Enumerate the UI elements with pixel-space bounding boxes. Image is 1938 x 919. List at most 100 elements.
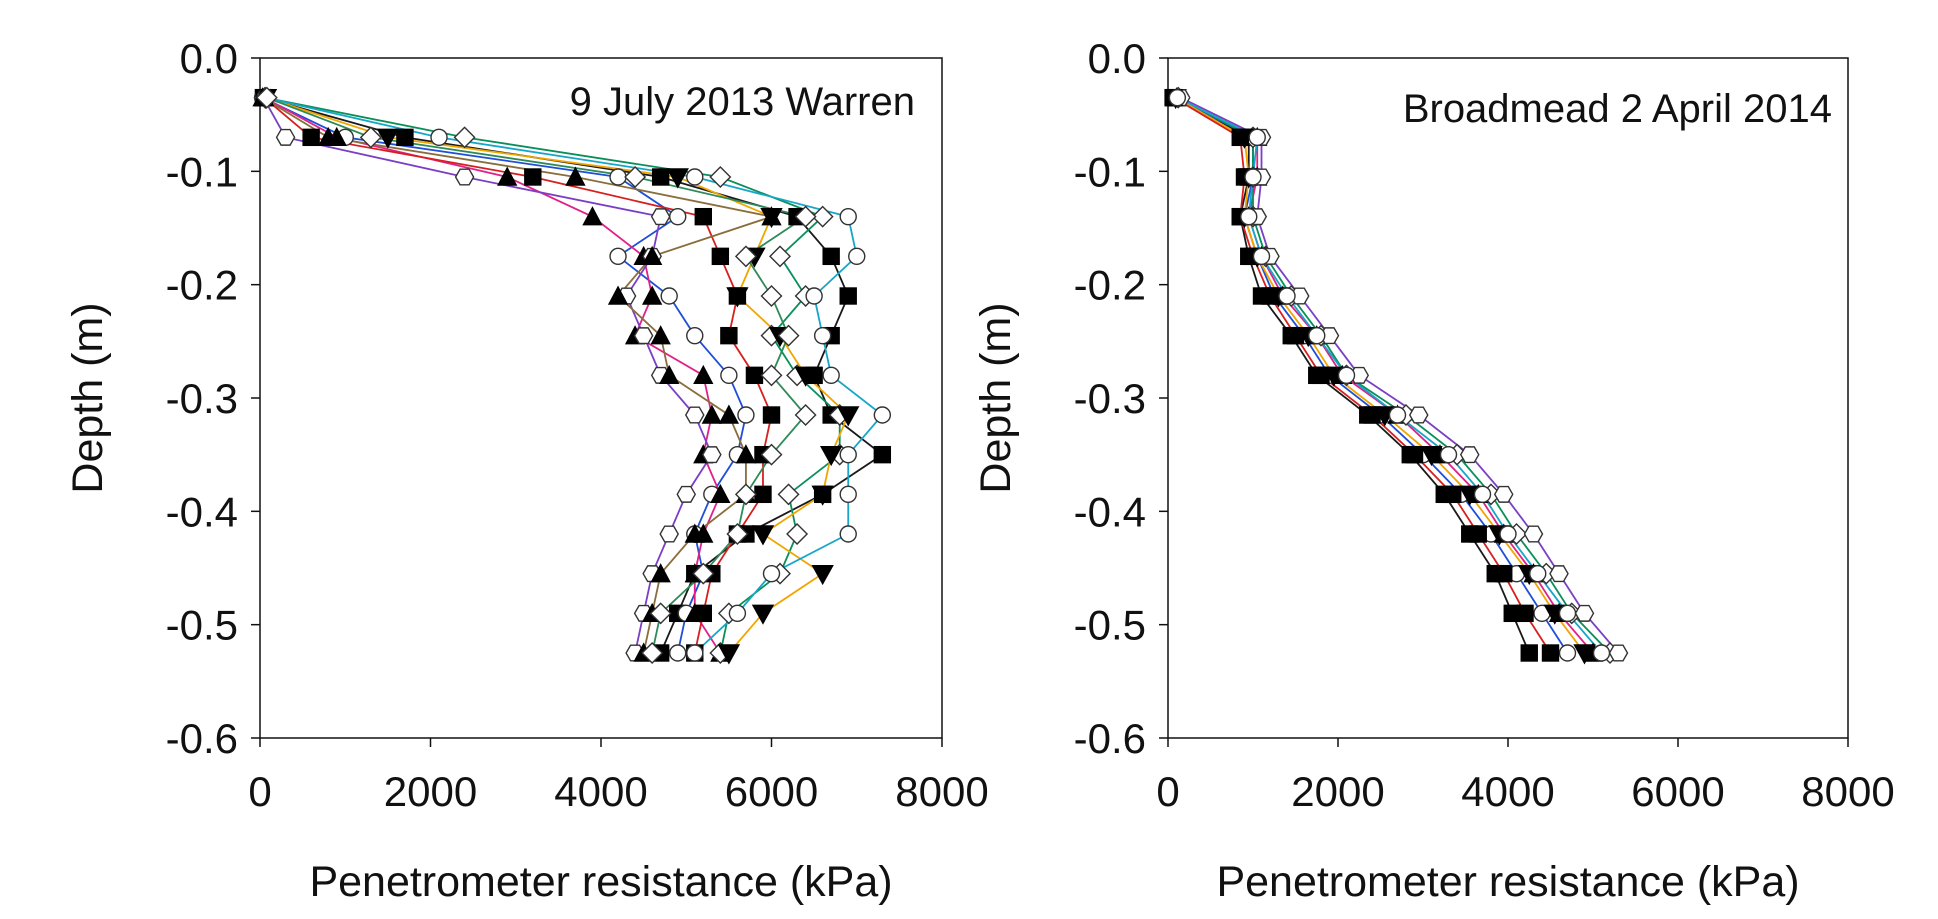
data-point bbox=[1312, 366, 1330, 385]
data-point bbox=[676, 485, 697, 503]
y-tick-label: -0.2 bbox=[1074, 262, 1146, 309]
data-point bbox=[1558, 644, 1577, 662]
data-point bbox=[454, 168, 475, 186]
data-point bbox=[760, 364, 783, 387]
data-point bbox=[1573, 644, 1596, 665]
data-point bbox=[692, 562, 715, 585]
data-point bbox=[607, 285, 629, 305]
data-point bbox=[726, 523, 749, 545]
data-point bbox=[760, 285, 783, 307]
data-point bbox=[1459, 446, 1480, 464]
data-point bbox=[873, 445, 892, 464]
data-point bbox=[1240, 207, 1258, 226]
data-point bbox=[751, 525, 775, 546]
data-point bbox=[762, 564, 781, 583]
data-point bbox=[794, 205, 817, 228]
y-tick-label: -0.1 bbox=[166, 148, 238, 195]
data-point bbox=[839, 485, 857, 504]
data-point bbox=[839, 525, 857, 543]
data-point bbox=[837, 406, 860, 427]
y-axis-label: Depth (m) bbox=[972, 302, 1020, 493]
y-tick-label: -0.5 bbox=[166, 602, 238, 649]
data-point bbox=[624, 166, 647, 188]
x-tick-label: 6000 bbox=[1631, 768, 1724, 815]
data-point bbox=[819, 445, 843, 467]
x-axis-label: Penetrometer resistance (kPa) bbox=[309, 858, 892, 906]
data-point bbox=[1444, 485, 1462, 504]
data-point bbox=[1493, 485, 1514, 503]
data-point bbox=[396, 128, 414, 147]
data-point bbox=[651, 168, 670, 186]
y-tick-label: 0.0 bbox=[1088, 35, 1146, 82]
y-tick-label: -0.2 bbox=[166, 262, 238, 309]
data-point bbox=[1252, 247, 1271, 266]
data-point bbox=[720, 366, 738, 385]
data-point bbox=[754, 485, 772, 504]
data-point bbox=[686, 644, 704, 662]
data-point bbox=[1337, 366, 1356, 385]
data-point bbox=[848, 247, 866, 266]
x-axis-label: Penetrometer resistance (kPa) bbox=[1216, 858, 1799, 906]
data-point bbox=[728, 287, 747, 305]
data-point bbox=[633, 327, 654, 345]
data-point bbox=[1541, 644, 1560, 662]
data-point bbox=[565, 166, 586, 186]
data-point bbox=[641, 285, 663, 305]
data-point bbox=[761, 206, 782, 226]
data-point bbox=[1308, 326, 1326, 345]
data-point bbox=[718, 404, 740, 424]
y-tick-label: -0.3 bbox=[1074, 375, 1146, 422]
data-point bbox=[1405, 445, 1424, 464]
data-point bbox=[728, 604, 747, 623]
chart-panel-warren: 0.0 -0.1 -0.2 -0.3 -0.4 -0.5 -0.60 2000 4000 6000… bbox=[64, 35, 989, 906]
chart-annotation: Broadmead 2 April 2014 bbox=[1403, 87, 1832, 131]
data-point bbox=[760, 443, 783, 466]
data-point bbox=[684, 406, 705, 424]
data-point bbox=[1363, 406, 1381, 424]
data-point bbox=[1244, 168, 1262, 186]
data-point bbox=[811, 205, 834, 228]
data-point bbox=[660, 287, 678, 305]
data-point bbox=[813, 326, 832, 345]
data-point bbox=[669, 207, 687, 226]
data-point bbox=[302, 128, 320, 147]
data-point bbox=[650, 325, 671, 345]
y-tick-label: -0.6 bbox=[166, 715, 238, 762]
data-point bbox=[711, 247, 730, 266]
data-point bbox=[255, 86, 278, 109]
x-tick-label: 8000 bbox=[895, 768, 988, 815]
data-point bbox=[430, 128, 448, 147]
data-point bbox=[1592, 644, 1611, 662]
data-point bbox=[1574, 604, 1595, 622]
series-line bbox=[262, 97, 713, 654]
data-point bbox=[1523, 525, 1544, 543]
data-point bbox=[794, 366, 817, 387]
data-point bbox=[275, 128, 296, 146]
plot-frame bbox=[1167, 57, 1849, 739]
y-tick-label: -0.6 bbox=[1074, 715, 1146, 762]
chart-annotation: 9 July 2013 Warren bbox=[570, 80, 915, 124]
y-axis-label: Depth (m) bbox=[64, 302, 112, 493]
data-point bbox=[717, 644, 741, 665]
data-point bbox=[1529, 564, 1547, 583]
data-point bbox=[751, 604, 775, 625]
data-point bbox=[609, 247, 627, 266]
data-point bbox=[666, 168, 689, 189]
data-point bbox=[359, 126, 382, 149]
x-tick-label: 2000 bbox=[384, 768, 477, 815]
y-tick-label: -0.3 bbox=[166, 375, 238, 422]
y-tick-label: -0.5 bbox=[1074, 602, 1146, 649]
data-point bbox=[1439, 445, 1458, 464]
data-point bbox=[822, 247, 840, 266]
data-point bbox=[1608, 644, 1629, 662]
x-tick-label: 8000 bbox=[1801, 768, 1894, 815]
data-point bbox=[659, 364, 680, 385]
data-point bbox=[710, 483, 731, 504]
data-point bbox=[686, 168, 704, 186]
data-point bbox=[650, 208, 671, 226]
data-point bbox=[720, 326, 738, 345]
data-point bbox=[1516, 604, 1534, 623]
data-point bbox=[762, 406, 781, 424]
data-point bbox=[650, 563, 671, 583]
